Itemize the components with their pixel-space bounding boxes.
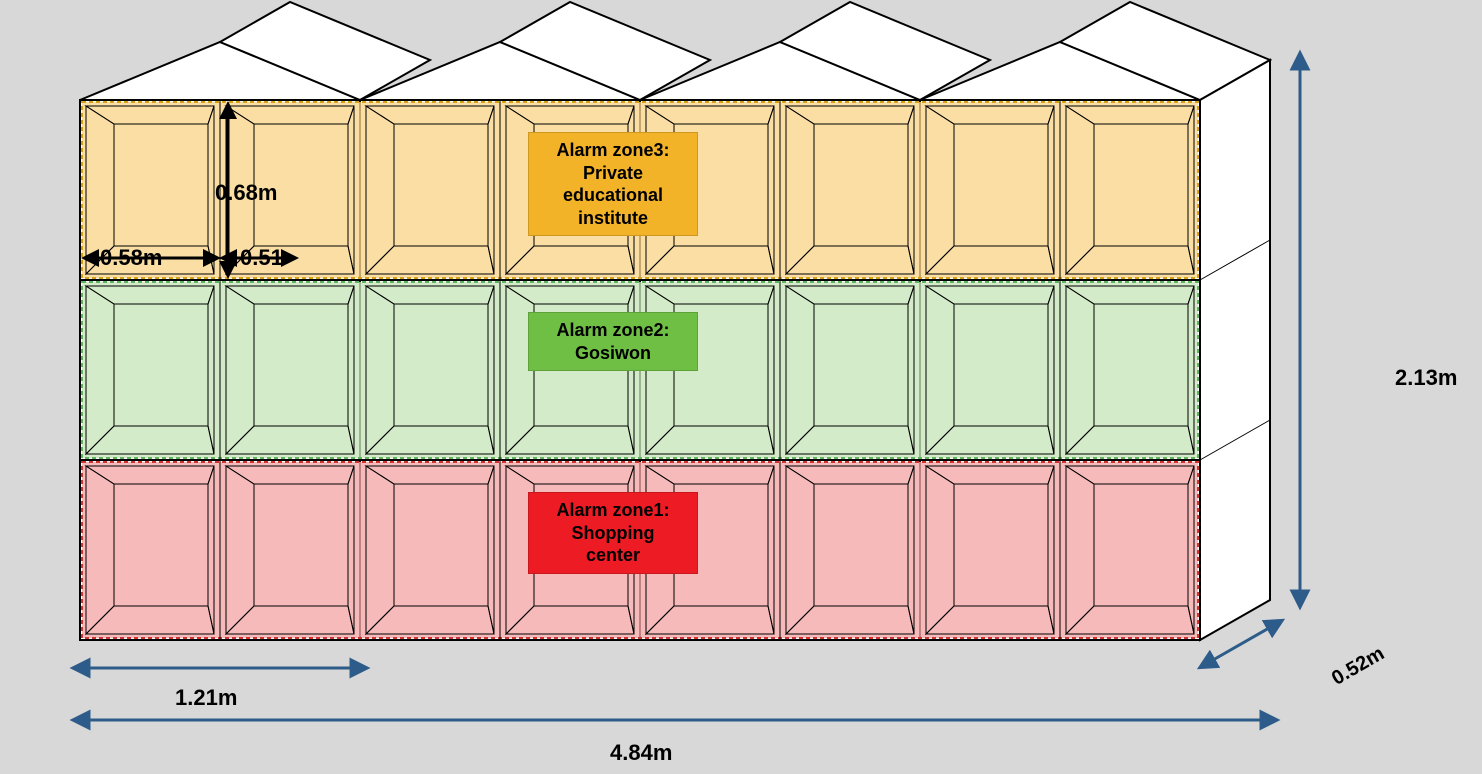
building-svg — [0, 0, 1482, 774]
dim-d_cell_back_w: 0.51 — [240, 245, 283, 271]
zone-label-zone2: Alarm zone2: Gosiwon — [528, 312, 698, 371]
dim-d_section_w: 1.21m — [175, 685, 237, 711]
diagram-root: Alarm zone1: Shopping center Alarm zone2:… — [0, 0, 1482, 774]
zone-label-zone1: Alarm zone1: Shopping center — [528, 492, 698, 574]
dim-d_total_w: 4.84m — [610, 740, 672, 766]
zone-label-zone3: Alarm zone3: Private educational institu… — [528, 132, 698, 236]
dim-d_total_h: 2.13m — [1395, 365, 1457, 391]
dim-d_room_h: 0.68m — [215, 180, 277, 206]
dim-d_cell_front_w: 0.58m — [100, 245, 162, 271]
